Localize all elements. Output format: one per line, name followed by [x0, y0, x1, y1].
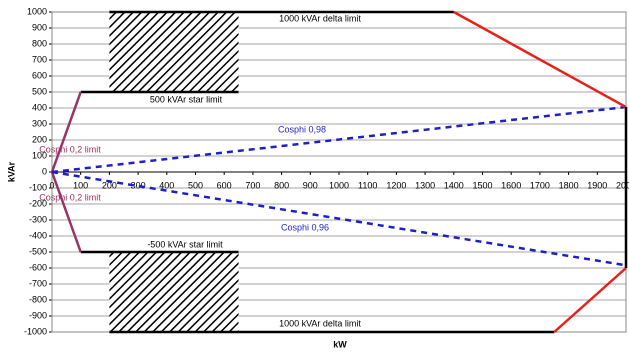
x-tick-label: 1100 [358, 180, 377, 190]
x-tick-label: 500 [188, 180, 203, 190]
series-label: Cosphi 0,2 limit [39, 144, 101, 154]
hatched-region [109, 252, 239, 332]
x-tick-label: 1400 [444, 180, 464, 190]
series-label: Cosphi 0,96 [281, 222, 329, 232]
hatched-region [109, 12, 239, 92]
series-label: 500 kVAr star limit [150, 94, 223, 104]
y-tick-label: 600 [32, 70, 47, 80]
y-tick-label: 300 [32, 118, 47, 128]
x-tick-label: 2000 [616, 180, 629, 190]
y-tick-label: 700 [32, 54, 47, 64]
x-tick-label: 1200 [386, 180, 406, 190]
y-tick-label: -100 [29, 182, 47, 192]
series-label: 1000 kVAr delta limit [279, 13, 361, 23]
x-tick-label: 100 [73, 180, 88, 190]
x-tick-label: 1500 [472, 180, 492, 190]
y-tick-label: -1000 [24, 326, 47, 336]
x-tick-label: 1700 [530, 180, 550, 190]
series-line [51, 105, 627, 174]
y-tick-label: -700 [29, 278, 47, 288]
y-tick-label: 500 [32, 86, 47, 96]
x-tick-label: 800 [274, 180, 289, 190]
y-tick-label: 1000 [27, 6, 47, 16]
series-label: -500 kVAr star limit [147, 239, 223, 249]
y-tick-label: -900 [29, 310, 47, 320]
y-tick-label: 100 [32, 150, 47, 160]
x-tick-label: 300 [131, 180, 146, 190]
x-tick-label: 1800 [559, 180, 579, 190]
y-axis-title: kVAr [6, 161, 16, 182]
series-label: Cosphi 0,2 limit [39, 192, 101, 202]
x-tick-label: 200 [102, 180, 117, 190]
y-tick-label: 0 [42, 166, 47, 176]
x-tick-label: 1300 [415, 180, 435, 190]
y-tick-label: 400 [32, 102, 47, 112]
x-axis-title: kW [333, 339, 347, 349]
series-line [553, 267, 627, 333]
x-tick-label: 400 [159, 180, 174, 190]
series-line [50, 91, 82, 173]
y-tick-label: -500 [29, 246, 47, 256]
x-tick-label: 0 [49, 180, 54, 190]
series-line [50, 171, 82, 253]
y-tick-label: -300 [29, 214, 47, 224]
series-label: Cosphi 0,98 [278, 124, 326, 134]
series-label: 1000 kVAr delta limit [279, 318, 361, 328]
y-tick-label: -400 [29, 230, 47, 240]
x-tick-label: 1900 [587, 180, 607, 190]
y-tick-label: 200 [32, 134, 47, 144]
y-tick-label: -600 [29, 262, 47, 272]
y-tick-label: 900 [32, 22, 47, 32]
series-line [51, 170, 627, 267]
series-line [453, 10, 627, 109]
x-tick-label: 900 [303, 180, 318, 190]
y-tick-label: 800 [32, 38, 47, 48]
y-tick-label: -800 [29, 294, 47, 304]
x-tick-label: 700 [245, 180, 260, 190]
x-tick-label: 600 [217, 180, 232, 190]
y-tick-label: -200 [29, 198, 47, 208]
x-tick-label: 1600 [501, 180, 521, 190]
x-tick-label: 1000 [329, 180, 349, 190]
